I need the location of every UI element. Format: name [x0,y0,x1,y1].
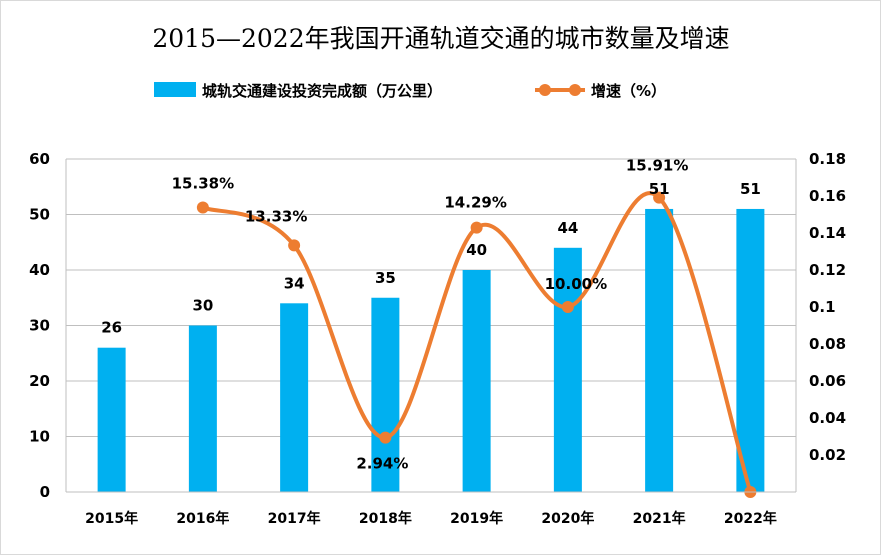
legend: 城轨交通建设投资完成额（万公里） 增速（%） [154,82,666,100]
grid-layer [66,158,796,493]
legend-bar-swatch [154,82,196,97]
y-left-tick-label: 40 [29,261,50,279]
growth-point [288,239,301,252]
y-left-tick-label: 10 [29,428,50,446]
growth-point [196,201,209,214]
bar-value-label: 35 [375,269,396,287]
x-tick-label: 2018年 [359,510,412,527]
bar [645,208,674,492]
y-left-tick-label: 30 [29,317,50,335]
line-layer [196,191,757,498]
x-tick-label: 2020年 [541,510,594,527]
y-left-tick-label: 0 [40,483,50,501]
bar [188,325,217,492]
bar-value-label: 34 [284,274,305,292]
y-right-tick-label: 0.16 [809,187,846,205]
legend-line-marker-left [539,84,551,96]
bar-value-label: 40 [466,241,487,259]
bar [553,247,582,492]
growth-value-label: 15.91% [626,157,688,175]
legend-line-label: 增速（%） [591,82,666,100]
x-tick-label: 2015年 [85,510,138,527]
bar-value-label: 44 [557,219,578,237]
bar-value-label: 26 [101,319,122,337]
x-tick-label: 2022年 [724,510,777,527]
growth-value-label: 2.94% [356,455,408,473]
bar-value-label: 51 [649,180,670,198]
bar-value-label: 51 [740,180,761,198]
bar [280,303,309,492]
y-right-tick-label: 0.14 [809,224,846,242]
y-left-tick-label: 50 [29,206,50,224]
x-tick-label: 2016年 [176,510,229,527]
bar [97,347,126,492]
y-right-tick-label: 0.12 [809,261,846,279]
chart-title: 2015—2022年我国开通轨道交通的城市数量及增速 [152,24,729,53]
x-tick-label: 2019年 [450,510,503,527]
growth-value-label: 14.29% [444,194,506,212]
y-right-tick-label: 0.04 [809,409,846,427]
y-right-tick-label: 0.18 [809,150,846,168]
y-left-tick-label: 60 [29,150,50,168]
growth-value-label: 10.00% [545,275,607,293]
bar [462,270,491,492]
y-right-tick-label: 0.08 [809,335,846,353]
x-tick-label: 2017年 [268,510,321,527]
bar-value-label: 30 [192,297,213,315]
y-left-tick-label: 20 [29,372,50,390]
bar [736,208,765,492]
legend-line-marker-right [569,84,581,96]
growth-point [470,221,483,234]
labels-layer: 26 30 34 35 40 44 51 51 15.38% 13.33% 2.94% 14.29% 1… [101,157,761,473]
growth-point [379,431,392,444]
y-right-tick-label: 0.1 [809,298,836,316]
growth-value-label: 13.33% [245,207,307,225]
axis-layer: 0 10 20 30 40 50 60 0.02 0.04 0.06 0.08 0.1 0.12 0.14… [29,150,846,527]
y-right-tick-label: 0.06 [809,372,846,390]
growth-line [202,191,753,493]
y-right-tick-label: 0.02 [809,446,846,464]
x-tick-label: 2021年 [633,510,686,527]
growth-point [653,191,666,204]
growth-value-label: 15.38% [172,174,234,192]
bars-layer [97,208,765,492]
growth-point [561,301,574,313]
legend-bar-label: 城轨交通建设投资完成额（万公里） [202,82,442,100]
bar [371,297,400,492]
